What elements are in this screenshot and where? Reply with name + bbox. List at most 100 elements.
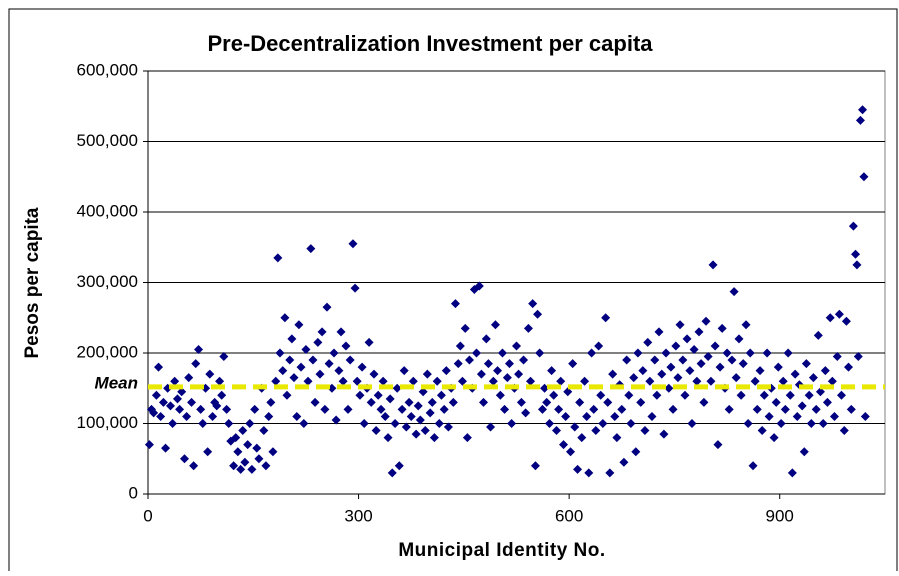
data-point [285,355,295,365]
data-point [413,401,423,411]
data-point [364,337,374,347]
data-point [846,404,856,414]
data-point [678,355,688,365]
data-point [537,404,547,414]
data-point [710,341,720,351]
data-point [306,244,316,254]
data-point [743,419,753,428]
data-point [320,404,330,414]
data-point [397,404,407,414]
data-point [713,440,723,450]
data-point [278,366,288,376]
data-point [233,447,243,457]
data-point [373,390,383,400]
data-point [580,376,590,386]
data-point [331,415,341,425]
data-point [748,461,758,471]
data-point [832,352,842,362]
data-point [212,401,222,411]
data-point [682,334,692,344]
data-point [591,426,601,436]
data-point [582,411,592,421]
data-point [626,419,636,428]
data-point [820,366,830,376]
data-point [471,348,481,358]
data-point [689,344,699,354]
data-point [219,352,229,362]
data-point [608,369,618,379]
data-point [750,376,760,386]
data-point [596,390,606,400]
data-point [601,313,611,323]
data-point [383,433,393,443]
x-tick-label: 600 [555,506,583,525]
data-point [755,366,765,376]
data-point [243,440,253,450]
data-point [858,105,868,115]
y-tick-label: 300,000 [77,272,138,291]
data-point [589,404,599,414]
data-point [378,376,388,386]
data-point [425,408,435,418]
data-point [801,359,811,369]
data-point [673,373,683,383]
data-point [512,341,521,351]
data-point [661,348,671,358]
data-point [149,408,159,418]
data-point [715,362,725,372]
data-point [483,359,493,369]
data-point [168,419,178,428]
data-point [764,411,774,421]
data-point [170,376,180,386]
data-point [151,390,161,400]
data-point [839,426,849,436]
data-point [457,376,467,386]
data-point [570,422,580,432]
data-point [182,411,192,421]
data-point [727,355,737,365]
x-tick-label: 0 [143,506,152,525]
data-point [359,419,369,428]
data-point [184,373,194,383]
data-point [317,327,327,337]
data-point [587,348,597,358]
data-point [264,411,274,421]
data-point [191,359,201,369]
data-point [729,287,739,297]
data-point [680,390,690,400]
data-point [577,433,587,443]
data-point [544,419,554,428]
data-point [530,461,540,471]
data-point [434,419,444,428]
data-point [254,454,264,464]
data-point [322,302,332,312]
data-point [165,401,175,411]
data-point [390,419,400,428]
data-point [303,376,313,386]
data-point [853,352,863,362]
data-point [523,323,533,333]
data-point [350,283,360,293]
data-point [252,443,262,453]
data-point [844,362,854,372]
data-point [533,309,543,319]
data-point [659,429,669,439]
data-point [500,404,510,414]
data-point [462,433,472,443]
data-point [324,359,334,369]
data-point [556,376,566,386]
data-point [717,323,727,333]
data-point [852,260,862,270]
data-point [769,433,779,443]
data-point [187,397,197,407]
data-point [650,355,660,365]
data-point [603,397,613,407]
data-point [453,359,463,369]
data-point [338,376,348,386]
data-point [481,334,491,344]
data-point [552,426,562,436]
data-point [399,366,409,376]
data-point [371,426,381,436]
data-point [699,397,709,407]
